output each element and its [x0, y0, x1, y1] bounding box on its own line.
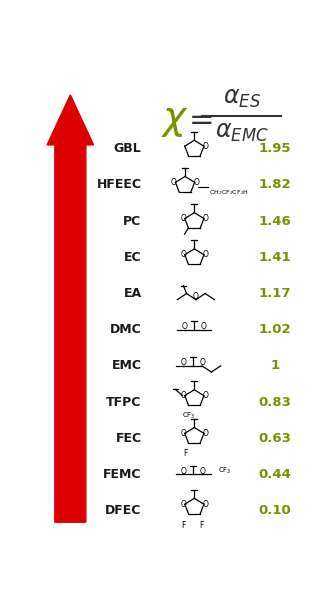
Text: O: O — [201, 322, 207, 331]
Text: HFEEC: HFEEC — [96, 178, 142, 191]
Text: $=$: $=$ — [183, 104, 213, 133]
Text: 1.17: 1.17 — [259, 287, 291, 300]
Text: EC: EC — [124, 251, 142, 264]
Text: O: O — [180, 500, 186, 509]
Text: $\alpha_{EMC}$: $\alpha_{EMC}$ — [215, 120, 268, 144]
Text: FEC: FEC — [115, 432, 142, 445]
Text: F: F — [199, 521, 204, 530]
Text: DFEC: DFEC — [105, 504, 142, 517]
Text: 1.02: 1.02 — [259, 323, 291, 336]
Text: O: O — [180, 250, 186, 259]
Text: O: O — [199, 358, 205, 367]
Polygon shape — [47, 95, 94, 522]
Text: O: O — [180, 391, 186, 400]
Text: FEMC: FEMC — [103, 468, 142, 481]
Text: 1: 1 — [270, 359, 280, 373]
Text: O: O — [180, 429, 186, 438]
Text: O: O — [202, 250, 208, 259]
Text: O: O — [202, 391, 208, 400]
Text: 0.10: 0.10 — [259, 504, 291, 517]
Text: O: O — [199, 467, 205, 476]
Text: $\mathrm{CF_3}$: $\mathrm{CF_3}$ — [182, 411, 196, 422]
Text: O: O — [182, 322, 188, 331]
Text: $\mathrm{CF_3}$: $\mathrm{CF_3}$ — [218, 466, 232, 476]
Text: O: O — [180, 214, 186, 223]
Text: 0.83: 0.83 — [258, 396, 291, 408]
Text: 1.95: 1.95 — [259, 142, 291, 155]
Text: O: O — [202, 214, 208, 223]
Text: EMC: EMC — [112, 359, 142, 373]
Text: O: O — [202, 500, 208, 509]
Text: 0.44: 0.44 — [258, 468, 291, 481]
Text: $\alpha_{ES}$: $\alpha_{ES}$ — [223, 86, 261, 109]
Text: 0.63: 0.63 — [258, 432, 291, 445]
Text: O: O — [202, 429, 208, 438]
Text: O: O — [171, 178, 177, 187]
Text: 1.82: 1.82 — [259, 178, 291, 191]
Text: $\chi$: $\chi$ — [161, 101, 189, 139]
Text: $\mathrm{CH_2CF_2CF_2H}$: $\mathrm{CH_2CF_2CF_2H}$ — [209, 188, 250, 197]
Text: F: F — [183, 449, 187, 458]
Text: 1.46: 1.46 — [259, 215, 291, 228]
Text: GBL: GBL — [114, 142, 142, 155]
Text: DMC: DMC — [110, 323, 142, 336]
Text: O: O — [202, 142, 208, 151]
Text: O: O — [181, 358, 186, 367]
Text: F: F — [181, 521, 186, 530]
Text: PC: PC — [123, 215, 142, 228]
Text: EA: EA — [124, 287, 142, 300]
Text: O: O — [193, 292, 199, 301]
Text: TFPC: TFPC — [106, 396, 142, 408]
Text: O: O — [181, 467, 186, 476]
Text: 1.41: 1.41 — [259, 251, 291, 264]
Text: O: O — [193, 178, 199, 187]
